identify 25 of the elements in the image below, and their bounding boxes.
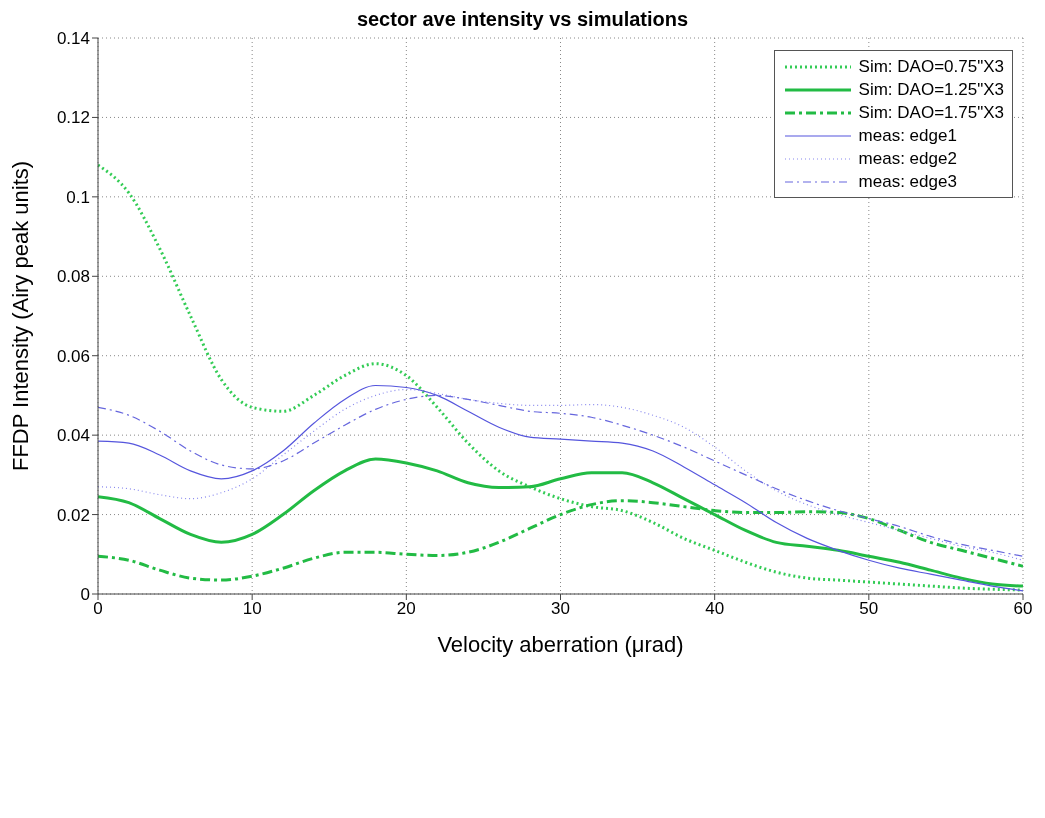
y-tick-label: 0 <box>80 585 90 605</box>
x-tick-label: 50 <box>859 599 879 619</box>
legend-label: meas: edge2 <box>858 148 957 169</box>
y-tick-label: 0.14 <box>56 29 90 49</box>
y-tick-label: 0.12 <box>56 108 90 128</box>
x-tick-label: 0 <box>93 599 103 619</box>
x-tick-label: 30 <box>551 599 570 619</box>
x-tick-label: 60 <box>1013 599 1033 619</box>
line-series <box>98 457 1023 588</box>
y-tick-label: 0.06 <box>56 346 90 366</box>
legend-label: meas: edge1 <box>858 125 957 146</box>
x-axis-title: Velocity aberration (μrad) <box>437 632 684 657</box>
y-tick-label: 0.08 <box>56 267 90 287</box>
legend-label: Sim: DAO=1.25"X3 <box>858 79 1004 100</box>
x-tick-label: 40 <box>705 599 725 619</box>
y-tick-label: 0.02 <box>56 505 90 525</box>
legend-label: Sim: DAO=0.75"X3 <box>858 56 1004 77</box>
y-tick-label: 0.04 <box>56 426 90 446</box>
legend-label: meas: edge3 <box>858 171 957 192</box>
y-axis-title: FFDP Intensity (Airy peak units) <box>7 160 33 472</box>
x-tick-label: 20 <box>396 599 416 619</box>
x-tick-label: 10 <box>242 599 262 619</box>
legend-label: Sim: DAO=1.75"X3 <box>858 102 1004 123</box>
chart-title: sector ave intensity vs simulations <box>356 8 689 30</box>
y-tick-label: 0.1 <box>66 187 90 207</box>
